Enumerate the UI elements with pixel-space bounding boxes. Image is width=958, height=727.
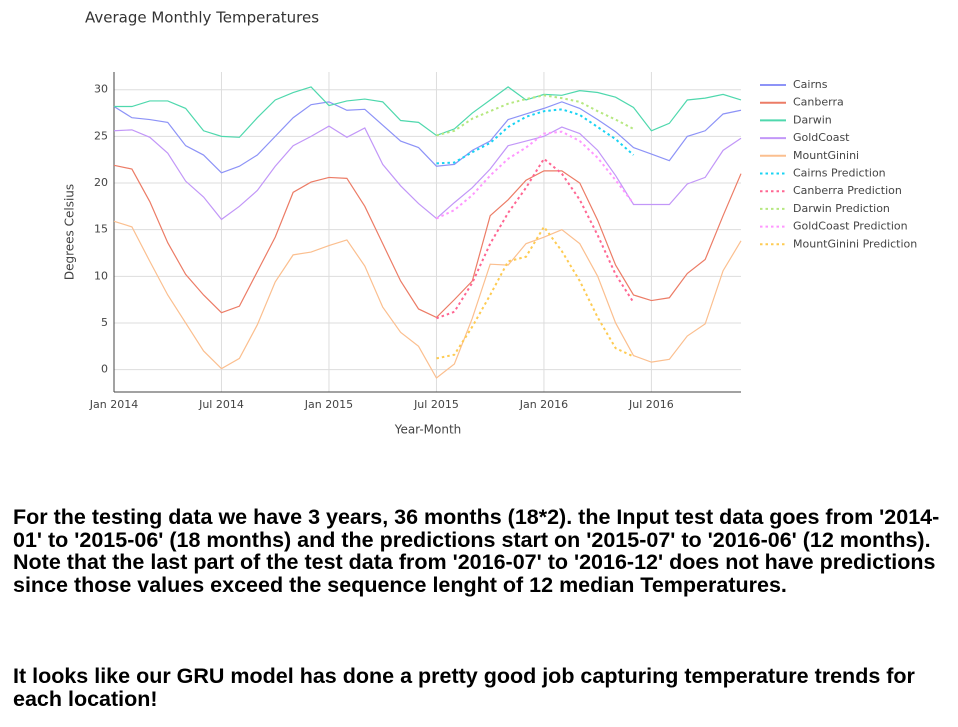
x-axis-label: Year-Month (394, 423, 462, 437)
y-tick-label: 10 (94, 269, 108, 282)
series-line (436, 157, 635, 320)
chart-title: Average Monthly Temperatures (85, 9, 319, 27)
x-tick-label: Jul 2014 (198, 398, 244, 411)
legend-label: Darwin Prediction (793, 202, 890, 215)
y-tick-label: 0 (101, 363, 108, 376)
y-axis-label: Degrees Celsius (63, 184, 77, 280)
series-line (436, 225, 634, 360)
series-line (113, 164, 742, 319)
legend-label: MountGinini Prediction (793, 237, 917, 250)
y-tick-label: 20 (94, 176, 108, 189)
legend-label: Canberra Prediction (793, 184, 902, 197)
y-tick-label: 30 (94, 83, 108, 96)
legend-label: GoldCoast (793, 131, 850, 144)
series-line (113, 125, 742, 221)
x-tick-label: Jan 2015 (304, 398, 353, 411)
x-tick-label: Jan 2014 (89, 398, 138, 411)
series-line (436, 108, 635, 165)
legend-label: Darwin (793, 113, 832, 126)
series-line (113, 101, 742, 174)
y-tick-label: 15 (94, 223, 108, 236)
paragraph: It looks like our GRU model has done a p… (13, 664, 915, 711)
series-line (436, 130, 635, 220)
y-tick-label: 5 (101, 316, 108, 329)
x-tick-label: Jul 2015 (413, 398, 459, 411)
series-line (113, 220, 742, 379)
legend-label: MountGinini (793, 149, 859, 162)
legend-label: Cairns (793, 78, 828, 91)
series-line (114, 86, 742, 138)
series-line (436, 94, 634, 137)
legend-label: Cairns Prediction (793, 167, 886, 180)
y-tick-label: 25 (94, 129, 108, 142)
legend-label: GoldCoast Prediction (793, 220, 908, 233)
paragraph: For the testing data we have 3 years, 36… (13, 505, 940, 597)
legend-label: Canberra (793, 96, 844, 109)
x-tick-label: Jan 2016 (519, 398, 568, 411)
chart: Average Monthly Temperatures Year-Month … (63, 9, 918, 437)
x-tick-label: Jul 2016 (628, 398, 674, 411)
